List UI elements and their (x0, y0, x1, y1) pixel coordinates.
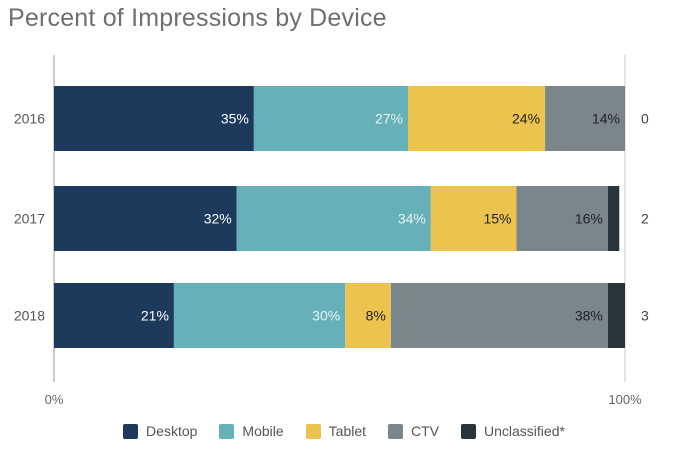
legend-item: CTV (388, 423, 439, 439)
bar-segment-desktop (54, 186, 237, 251)
data-label: 32% (204, 211, 232, 227)
bar-segment-ctv (516, 186, 608, 251)
data-label: 34% (398, 211, 426, 227)
category-label: 2018 (14, 308, 45, 324)
category-label: 2016 (14, 111, 45, 127)
category-label: 2017 (14, 211, 45, 227)
bar-segment-desktop (54, 86, 254, 151)
data-label: 21% (141, 308, 169, 324)
data-label: 24% (512, 111, 540, 127)
legend-item: Mobile (219, 423, 284, 439)
unclassified-value-label: 2 (641, 211, 649, 227)
legend-swatch (461, 423, 477, 439)
data-label: 27% (375, 111, 403, 127)
data-label: 38% (575, 308, 603, 324)
bar-segment-tablet (345, 283, 391, 348)
legend-label: Unclassified* (484, 423, 565, 439)
data-label: 30% (312, 308, 340, 324)
data-label: 8% (366, 308, 386, 324)
legend-label: Desktop (146, 423, 198, 439)
x-tick-label: 100% (608, 392, 642, 407)
bar-segment-ctv (390, 283, 608, 348)
bar-segment-ctv (545, 86, 625, 151)
legend-label: Mobile (242, 423, 284, 439)
bar-segment-unclassified (607, 186, 620, 251)
data-label: 15% (483, 211, 511, 227)
bar-segment-tablet (408, 86, 546, 151)
legend-label: Tablet (328, 423, 367, 439)
data-label: 16% (575, 211, 603, 227)
chart-legend: Desktop Mobile Tablet CTV Unclassified* (0, 423, 688, 439)
legend-item: Unclassified* (461, 423, 565, 439)
bar-segment-tablet (430, 186, 517, 251)
bar-segment-unclassified (607, 283, 625, 348)
chart-title: Percent of Impressions by Device (8, 4, 387, 32)
legend-swatch (305, 423, 321, 439)
unclassified-value-label: 0 (641, 111, 649, 127)
legend-swatch (388, 423, 404, 439)
legend-label: CTV (411, 423, 440, 439)
legend-item: Tablet (305, 423, 367, 439)
bar-segment-mobile (253, 86, 409, 151)
bar-segment-desktop (54, 283, 174, 348)
data-label: 14% (592, 111, 620, 127)
bar-segment-mobile (236, 186, 431, 251)
legend-item: Desktop (123, 423, 197, 439)
data-label: 35% (221, 111, 249, 127)
legend-swatch (123, 423, 139, 439)
x-tick-label: 0% (45, 392, 64, 407)
legend-swatch (219, 423, 235, 439)
bar-segment-mobile (173, 283, 346, 348)
unclassified-value-label: 3 (641, 308, 649, 324)
